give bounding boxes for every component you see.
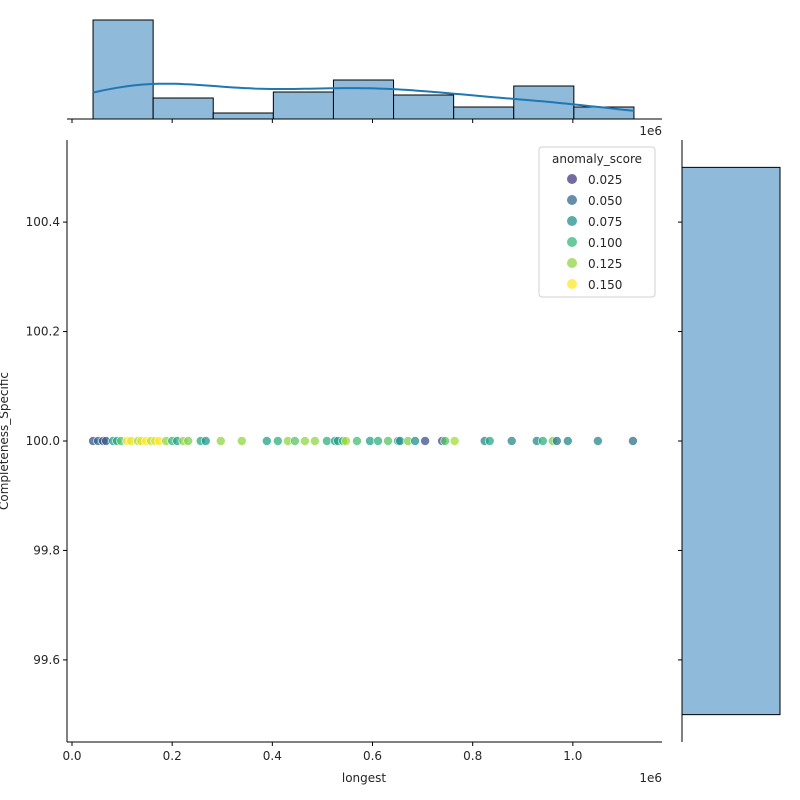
scatter-point — [273, 436, 283, 446]
legend-marker — [567, 237, 577, 247]
histogram-bar — [272, 91, 334, 120]
legend-marker — [567, 258, 577, 268]
histogram-bar — [453, 106, 515, 120]
scatter-point — [215, 436, 226, 446]
scatter-point — [449, 436, 460, 446]
top-offset-label: 1e6 — [639, 124, 662, 138]
legend-marker — [567, 279, 577, 289]
y-tick-label: 99.6 — [33, 653, 60, 667]
kde-curve — [92, 82, 635, 112]
scatter-point — [262, 436, 272, 446]
scatter-point — [290, 436, 300, 446]
histogram-bar — [573, 106, 635, 120]
legend-label: 0.075 — [588, 215, 622, 229]
histogram-bar — [332, 79, 395, 120]
scatter-point — [484, 436, 495, 446]
y-tick-label: 100.4 — [26, 215, 60, 229]
y-tick-label: 100.2 — [26, 325, 60, 339]
top-marginal-histogram — [67, 19, 662, 123]
y-tick-label: 99.8 — [33, 543, 60, 557]
scatter-point — [300, 436, 310, 446]
scatter-point — [420, 436, 430, 446]
x-tick-label: 0.8 — [463, 749, 482, 763]
y-tick-label: 100.0 — [26, 434, 60, 448]
scatter-point — [506, 436, 517, 446]
x-tick-label: 0.2 — [163, 749, 182, 763]
scatter-point — [236, 436, 247, 446]
histogram-bar — [212, 112, 274, 120]
legend-title: anomaly_score — [552, 152, 642, 166]
legend-label: 0.150 — [588, 278, 622, 292]
legend-frame — [538, 146, 656, 298]
scatter-point — [563, 436, 573, 446]
scatter-point — [537, 436, 548, 446]
x-tick-label: 1.0 — [563, 749, 582, 763]
scatter-point — [410, 436, 420, 446]
scatter-point — [552, 436, 562, 446]
scatter-point — [373, 436, 383, 446]
x-tick-label: 0.4 — [263, 749, 282, 763]
scatter-point — [200, 436, 211, 446]
x-tick-label: 0.6 — [363, 749, 382, 763]
x-offset-label: 1e6 — [639, 771, 662, 785]
legend-label: 0.050 — [588, 194, 622, 208]
scatter-point — [310, 436, 320, 446]
histogram-bar — [152, 97, 214, 120]
scatter-point — [365, 436, 375, 446]
scatter-point — [628, 436, 638, 446]
legend-label: 0.100 — [588, 236, 622, 250]
legend-marker — [567, 195, 577, 205]
legend-label: 0.025 — [588, 173, 622, 187]
right-marginal-histogram — [678, 140, 781, 742]
legend-marker — [567, 174, 577, 184]
scatter-point — [440, 436, 450, 446]
histogram-bar — [681, 166, 781, 716]
scatter-point — [322, 436, 332, 446]
legend-marker — [567, 216, 577, 226]
scatter-point — [593, 436, 603, 446]
scatter-point — [383, 436, 393, 446]
scatter-point — [183, 436, 194, 446]
legend: anomaly_score 0.025 0.050 0.075 0.100 0.125 0… — [538, 146, 656, 298]
scatter-point — [341, 436, 351, 446]
x-axis-label: longest — [342, 771, 387, 785]
histogram-bar — [92, 19, 154, 120]
histogram-bar — [513, 85, 575, 120]
y-axis-label: Completeness_Specific — [0, 372, 11, 510]
legend-label: 0.125 — [588, 257, 622, 271]
scatter-point — [395, 436, 405, 446]
histogram-bar — [393, 94, 455, 120]
x-tick-label: 0.0 — [62, 749, 81, 763]
scatter-point — [352, 436, 362, 446]
main-scatter-axes: 0.0 0.2 0.4 0.6 0.8 1.0 99.6 99.8 100.0 100.2 100.… — [26, 140, 662, 763]
